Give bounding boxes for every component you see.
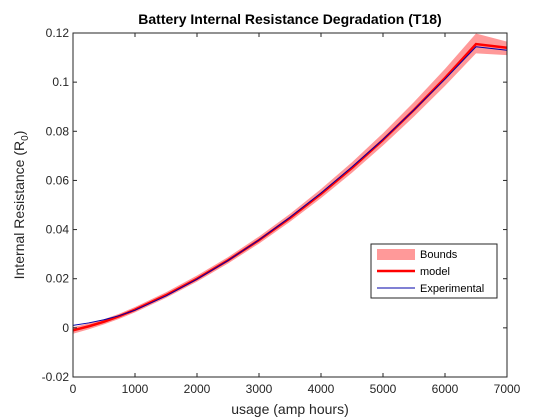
x-tick-label: 7000 — [494, 382, 521, 396]
axes-box — [72, 32, 508, 378]
plot-area — [72, 33, 508, 334]
x-tick-label: 0 — [70, 382, 77, 396]
x-tick-label: 6000 — [432, 382, 459, 396]
legend-swatch-bounds — [377, 249, 415, 260]
x-tick-label: 2000 — [184, 382, 211, 396]
y-axis-label-main: Internal Resistance (R — [11, 141, 27, 280]
y-tick-label: 0.04 — [46, 223, 70, 237]
y-tick-label: 0.08 — [46, 124, 70, 138]
y-tick-label: -0.02 — [42, 370, 70, 384]
y-tick-label: 0.12 — [46, 26, 70, 40]
y-axis: -0.02 0 0.02 0.04 0.06 0.08 0.1 0.12 — [42, 26, 507, 384]
y-axis-label: Internal Resistance (R0) — [11, 131, 31, 280]
chart-title: Battery Internal Resistance Degradation … — [138, 11, 441, 27]
y-tick-label: 0.06 — [46, 173, 70, 187]
series-bounds-band — [73, 33, 507, 334]
y-tick-label: 0.02 — [46, 272, 70, 286]
legend-label: model — [420, 266, 450, 278]
x-tick-label: 3000 — [246, 382, 273, 396]
y-tick-label: 0 — [62, 321, 69, 335]
x-axis: 0 1000 2000 3000 4000 5000 6000 7000 — [70, 33, 521, 396]
x-tick-label: 4000 — [308, 382, 335, 396]
y-tick-label: 0.1 — [52, 75, 69, 89]
series-experimental-line — [72, 46, 508, 326]
legend-label: Experimental — [420, 283, 484, 295]
legend-label: Bounds — [420, 249, 458, 261]
y-axis-label-subscript: 0 — [20, 135, 31, 141]
x-tick-label: 5000 — [370, 382, 397, 396]
legend: Bounds model Experimental — [370, 243, 498, 299]
x-tick-label: 1000 — [122, 382, 149, 396]
x-axis-label: usage (amp hours) — [231, 401, 349, 417]
y-axis-label-close: ) — [11, 131, 27, 136]
